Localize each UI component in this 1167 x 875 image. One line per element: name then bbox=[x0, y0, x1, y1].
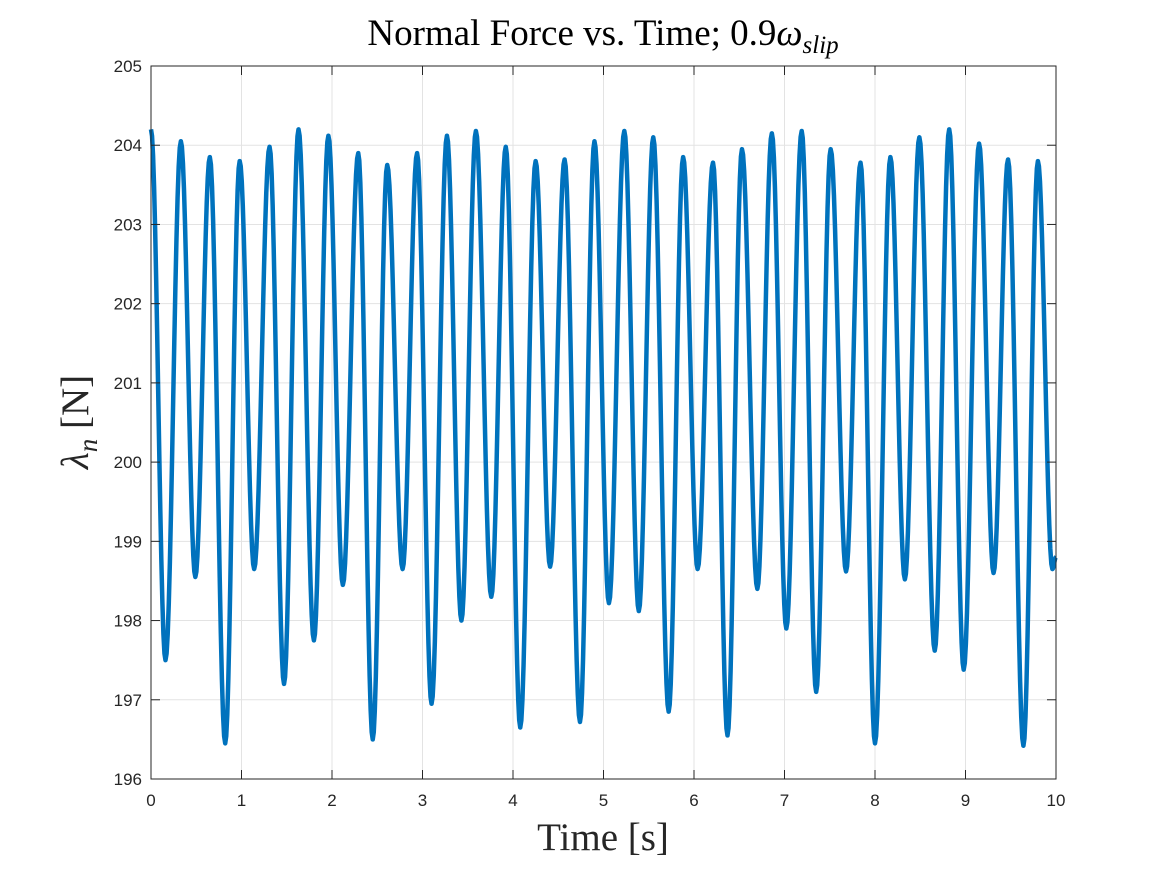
y-tick-label: 200 bbox=[114, 453, 142, 472]
x-tick-label: 2 bbox=[327, 791, 336, 810]
x-tick-label: 7 bbox=[780, 791, 789, 810]
x-tick-label: 0 bbox=[146, 791, 155, 810]
x-tick-label: 5 bbox=[599, 791, 608, 810]
x-tick-label: 6 bbox=[689, 791, 698, 810]
series-line bbox=[148, 127, 1058, 748]
y-tick-label: 202 bbox=[114, 295, 142, 314]
y-tick-label: 201 bbox=[114, 374, 142, 393]
y-tick-labels: 196 197 198 199 200 201 202 203 204 205 bbox=[114, 57, 142, 789]
series-group bbox=[148, 127, 1058, 748]
y-tick-marks bbox=[151, 65, 1056, 780]
y-tick-label: 203 bbox=[114, 215, 142, 234]
x-tick-label: 3 bbox=[418, 791, 427, 810]
x-tick-label: 9 bbox=[961, 791, 970, 810]
x-tick-marks bbox=[150, 66, 1057, 779]
x-tick-labels: 0 1 2 3 4 5 6 7 8 9 10 bbox=[146, 791, 1065, 810]
y-tick-label: 198 bbox=[114, 612, 142, 631]
y-axis-label: λn [N] bbox=[54, 375, 103, 470]
x-tick-label: 1 bbox=[237, 791, 246, 810]
y-tick-label: 205 bbox=[114, 57, 142, 76]
y-tick-label: 197 bbox=[114, 691, 142, 710]
y-tick-label: 204 bbox=[114, 136, 142, 155]
chart-title: Normal Force vs. Time; 0.9ωslip bbox=[367, 13, 838, 59]
x-tick-label: 8 bbox=[870, 791, 879, 810]
x-tick-label: 10 bbox=[1047, 791, 1066, 810]
y-tick-label: 199 bbox=[114, 532, 142, 551]
x-axis-label: Time [s] bbox=[537, 816, 669, 859]
y-tick-label: 196 bbox=[114, 770, 142, 789]
x-tick-label: 4 bbox=[508, 791, 517, 810]
